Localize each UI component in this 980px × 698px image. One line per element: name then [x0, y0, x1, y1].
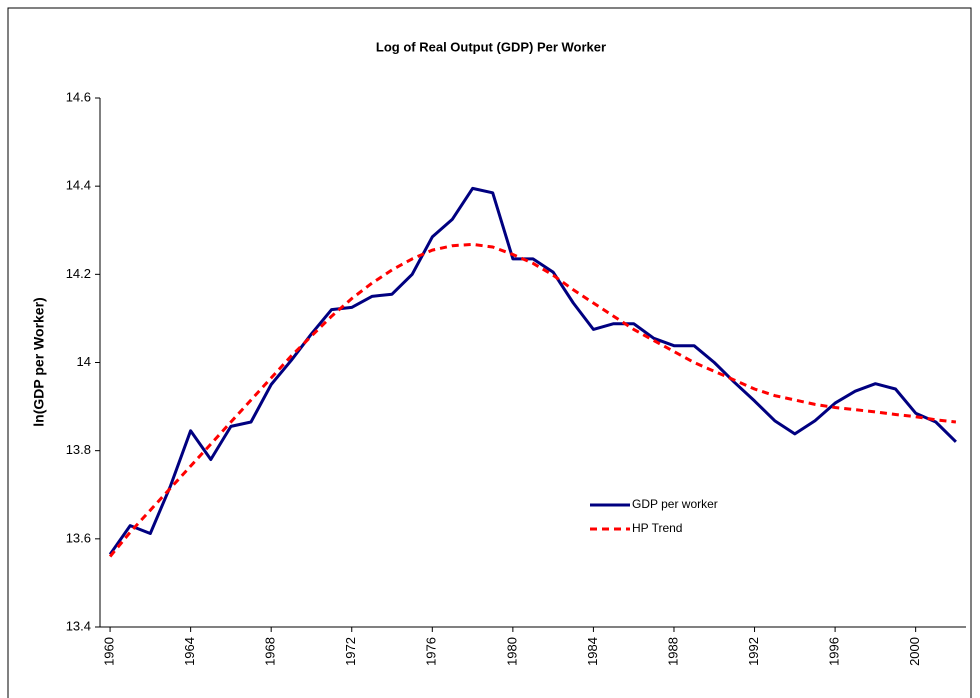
x-tick-label: 1980	[504, 637, 519, 666]
x-tick-label: 1968	[263, 637, 278, 666]
x-tick-label: 1964	[182, 637, 197, 666]
x-tick-label: 1984	[585, 637, 600, 666]
legend-label: GDP per worker	[632, 497, 718, 511]
y-tick-label: 14.6	[66, 89, 91, 104]
y-tick-label: 13.8	[66, 442, 91, 457]
chart-title: Log of Real Output (GDP) Per Worker	[376, 39, 606, 54]
x-tick-label: 1976	[424, 637, 439, 666]
legend-label: HP Trend	[632, 521, 682, 535]
y-tick-label: 14.4	[66, 178, 91, 193]
x-tick-label: 2000	[907, 637, 922, 666]
chart-border	[7, 7, 972, 698]
x-tick-label: 1960	[102, 637, 117, 666]
x-tick-label: 1988	[665, 637, 680, 666]
x-tick-label: 1996	[827, 637, 842, 666]
y-axis-label: ln(GDP per Worker)	[31, 297, 47, 426]
y-tick-label: 14.2	[66, 266, 91, 281]
x-tick-label: 1972	[343, 637, 358, 666]
x-tick-label: 1992	[746, 637, 761, 666]
y-tick-label: 13.6	[66, 530, 91, 545]
y-tick-label: 13.4	[66, 618, 91, 633]
y-tick-label: 14	[77, 354, 91, 369]
series-line	[108, 186, 957, 556]
series-line	[108, 242, 957, 558]
